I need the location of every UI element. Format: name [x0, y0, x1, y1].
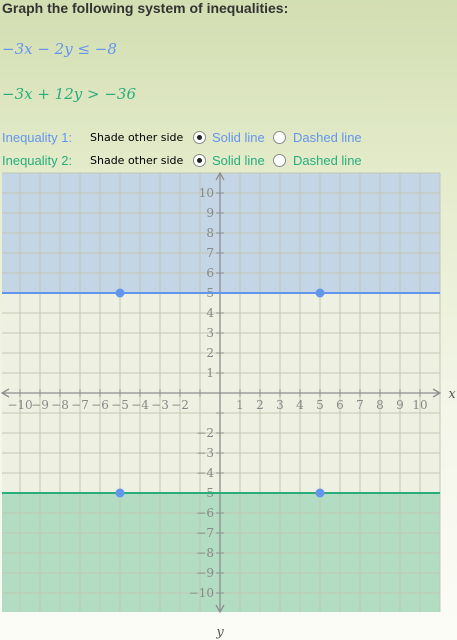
inequality-2-solid-line-radio[interactable] [193, 154, 206, 167]
inequality-2-label: Inequality 2: [2, 153, 73, 168]
page-title: Graph the following system of inequaliti… [2, 0, 289, 16]
inequality-1-solid-line-radio[interactable] [193, 131, 206, 144]
inequality-1-dashed-line-label[interactable]: Dashed line [293, 130, 362, 145]
x-tick-label: −2 [171, 398, 189, 412]
x-tick-label: −9 [31, 398, 49, 412]
x-tick-label: 9 [396, 398, 404, 412]
y-tick-label: −8 [196, 546, 214, 560]
x-tick-label: 6 [336, 398, 344, 412]
inequality-2-dashed-line-radio[interactable] [273, 154, 286, 167]
y-tick-label: −6 [196, 506, 214, 520]
x-tick-label: −5 [111, 398, 129, 412]
y-tick-label: 4 [206, 306, 214, 320]
y-tick-label: −10 [189, 586, 214, 600]
x-tick-label: −10 [7, 398, 32, 412]
inequality-2-solid-line-label[interactable]: Solid line [212, 153, 265, 168]
y-axis-arrow-up-icon [215, 171, 225, 181]
inequality-1-draggable-point[interactable] [315, 288, 325, 298]
x-tick-label: −4 [131, 398, 149, 412]
y-axis-arrow-down-icon [215, 604, 225, 614]
y-tick-label: 10 [199, 186, 214, 200]
y-tick-label: −2 [196, 426, 214, 440]
inequality-1-draggable-point[interactable] [115, 288, 125, 298]
x-tick-label: 4 [296, 398, 304, 412]
y-tick-label: −7 [196, 526, 214, 540]
inequality-1-expression: −3x − 2y ≤ −8 [2, 40, 117, 58]
x-tick-label: 3 [276, 398, 284, 412]
inequality-2-draggable-point[interactable] [115, 488, 125, 498]
inequality-2-shade-other-side-button[interactable]: Shade other side [90, 154, 184, 167]
x-tick-label: 7 [356, 398, 364, 412]
inequality-1-label: Inequality 1: [2, 130, 73, 145]
x-tick-label: 1 [236, 398, 244, 412]
x-tick-label: −8 [51, 398, 69, 412]
inequality-1-shade-other-side-button[interactable]: Shade other side [90, 131, 184, 144]
y-tick-label: 2 [206, 346, 214, 360]
inequality-1-solid-line-label[interactable]: Solid line [212, 130, 265, 145]
x-tick-label: −3 [151, 398, 169, 412]
x-tick-label: 2 [256, 398, 264, 412]
inequality-2-dashed-line-label[interactable]: Dashed line [293, 153, 362, 168]
x-tick-label: 5 [316, 398, 324, 412]
inequality-1-dashed-line-radio[interactable] [273, 131, 286, 144]
y-tick-label: −3 [196, 446, 214, 460]
y-tick-label: 9 [206, 206, 214, 220]
y-tick-label: 3 [206, 326, 214, 340]
y-tick-label: −9 [196, 566, 214, 580]
x-axis-arrow-right-icon [432, 388, 442, 398]
y-tick-label: 8 [206, 226, 214, 240]
y-tick-label: 6 [206, 266, 214, 280]
x-axis-arrow-left-icon [0, 388, 10, 398]
inequality-2-draggable-point[interactable] [315, 488, 325, 498]
inequality-2-expression: −3x + 12y > −36 [2, 85, 136, 103]
x-axis-label: x [448, 387, 456, 402]
y-tick-label: −4 [196, 466, 214, 480]
y-axis-label: y [215, 625, 224, 640]
y-tick-label: 7 [206, 246, 214, 260]
x-tick-label: −6 [91, 398, 109, 412]
x-tick-label: 8 [376, 398, 384, 412]
y-tick-label: 1 [206, 366, 214, 380]
x-tick-label: −7 [71, 398, 89, 412]
inequality-graph[interactable]: −10−9−8−7−6−5−4−3−2123456789101098765432… [0, 170, 457, 640]
x-tick-label: 10 [412, 398, 427, 412]
